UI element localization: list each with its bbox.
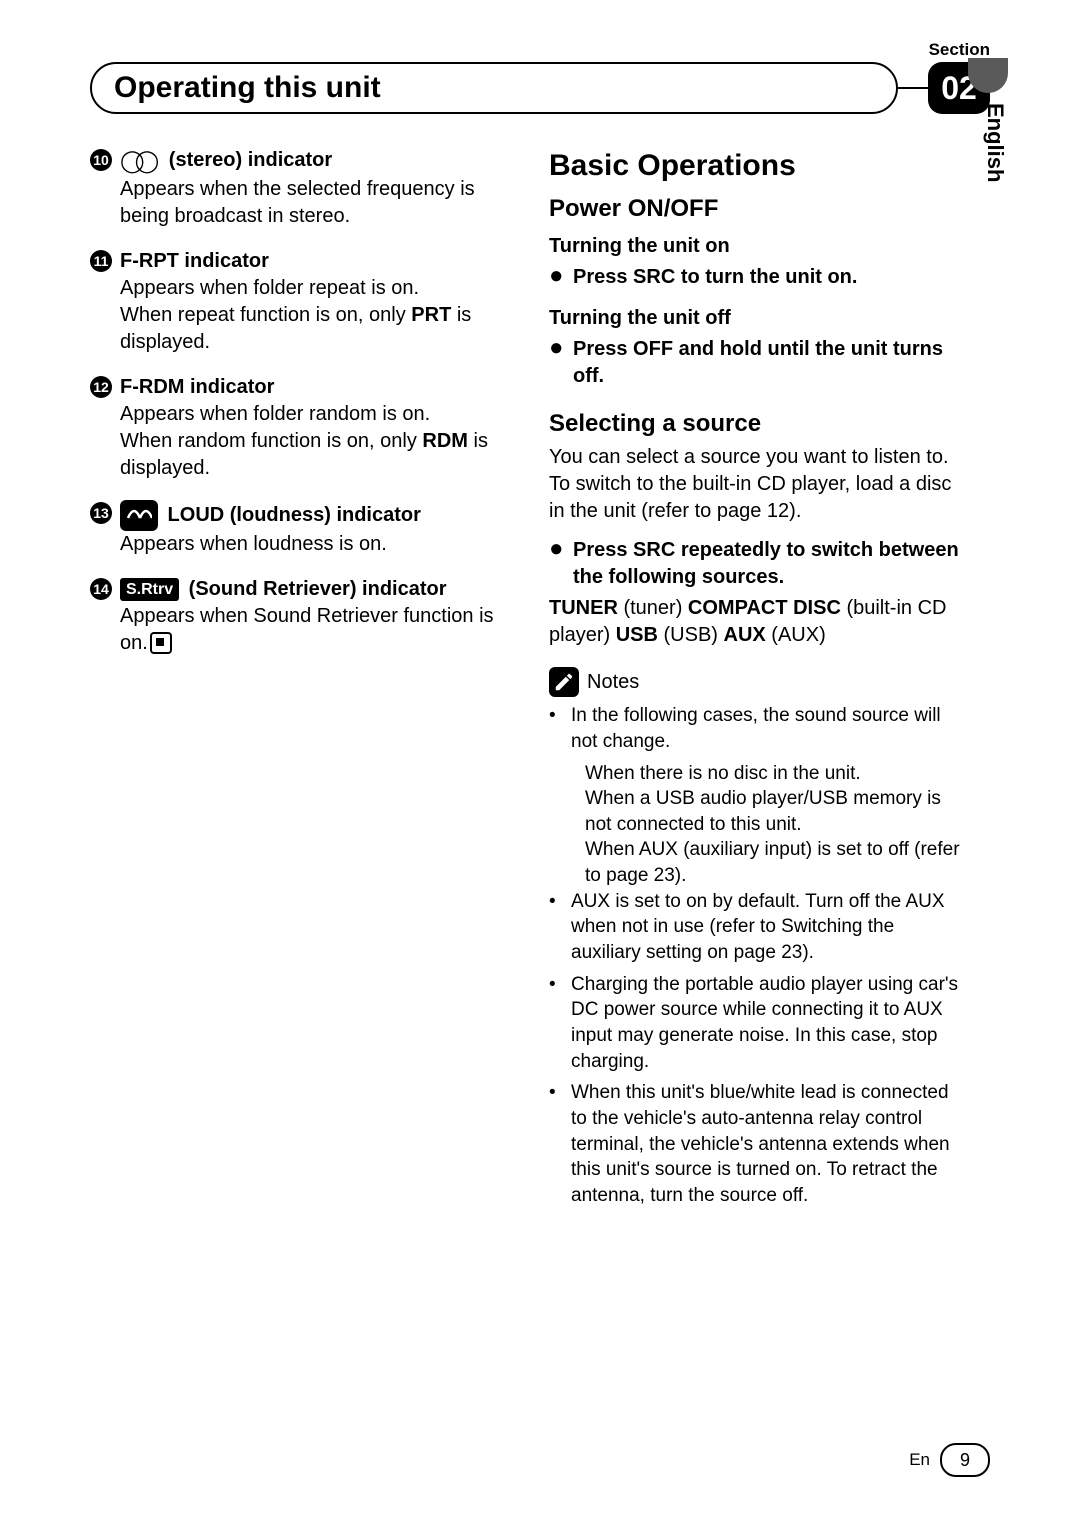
item-body: F-RDM indicator Appears when folder rando… [120,374,509,482]
selecting-source-heading: Selecting a source [549,408,968,440]
language-label: English [968,103,1008,182]
item-body-text: When repeat function is on, only PRT is … [120,302,509,356]
select-step-text: Press SRC repeatedly to switch between t… [573,537,968,591]
item-number-icon: 12 [90,374,120,482]
src-tuner-desc: (tuner) [618,597,688,619]
turning-off-heading: Turning the unit off [549,305,968,332]
header-row: Operating this unit 02 [90,62,990,114]
footer-lang: En [909,1450,930,1470]
item-body-text: Appears when the selected frequency is b… [120,176,509,230]
item-number-icon: 11 [90,248,120,356]
src-tuner: TUNER [549,597,618,619]
notes-label: Notes [587,669,639,696]
stereo-icon: ◯ [135,148,160,173]
item-title-text: (stereo) indicator [163,149,332,171]
indicator-item: 13 LOUD (loudness) indicator Appears when… [90,500,509,558]
item-title: F-RDM indicator [120,374,509,401]
selecting-source-para: You can select a source you want to list… [549,444,968,525]
tab-pill [968,58,1008,93]
sources-line: TUNER (tuner) COMPACT DISC (built-in CD … [549,595,968,649]
right-column: Basic Operations Power ON/OFF Turning th… [549,146,990,1214]
note-subitem: When AUX (auxiliary input) is set to off… [585,837,968,888]
note-item: •Charging the portable audio player usin… [549,972,968,1075]
item-number-icon: 10 [90,146,120,230]
item-title: F-RPT indicator [120,248,509,275]
page-footer: En 9 [909,1443,990,1477]
notes-icon [549,667,579,697]
basic-operations-heading: Basic Operations [549,146,968,187]
turn-off-step: ● Press OFF and hold until the unit turn… [549,336,968,390]
bullet-icon: • [549,703,571,754]
manual-page: Section English Operating this unit 02 1… [0,0,1080,1529]
bullet-icon: • [549,972,571,1075]
bullet-icon: ● [549,537,573,591]
bullet-icon: • [549,889,571,966]
notes-header: Notes [549,667,968,697]
item-body-text: Appears when folder repeat is on. [120,275,509,302]
footer-page-number: 9 [940,1443,990,1477]
indicator-item: 12 F-RDM indicator Appears when folder ra… [90,374,509,482]
indicator-item: 14S.Rtrv (Sound Retriever) indicatorAppe… [90,576,509,657]
item-title-text: F-RDM indicator [120,376,274,398]
content-columns: 10◯◯ (stereo) indicatorAppears when the … [90,146,990,1214]
bullet-icon: ● [549,264,573,291]
end-section-icon [150,632,172,654]
turn-on-step: ● Press SRC to turn the unit on. [549,264,968,291]
item-number-icon: 13 [90,500,120,558]
item-body-text: Appears when Sound Retriever function is… [120,603,509,657]
note-subitem: When there is no disc in the unit. [585,761,968,787]
item-title: S.Rtrv (Sound Retriever) indicator [120,576,509,603]
item-body: S.Rtrv (Sound Retriever) indicatorAppear… [120,576,509,657]
title-pill: Operating this unit [90,62,898,114]
note-text: In the following cases, the sound source… [571,703,968,754]
item-number-icon: 14 [90,576,120,657]
item-body: F-RPT indicator Appears when folder repea… [120,248,509,356]
note-text: Charging the portable audio player using… [571,972,968,1075]
src-aux-desc: (AUX) [766,624,826,646]
item-body: LOUD (loudness) indicator Appears when lo… [120,500,509,558]
loud-icon [120,500,158,531]
turn-on-text: Press SRC to turn the unit on. [573,264,968,291]
bullet-icon: • [549,1080,571,1208]
notes-list: •In the following cases, the sound sourc… [549,703,968,1208]
item-title-text: LOUD (loudness) indicator [162,503,421,525]
title-connector [898,87,928,89]
note-item: •In the following cases, the sound sourc… [549,703,968,754]
turn-off-text: Press OFF and hold until the unit turns … [573,336,968,390]
turning-on-heading: Turning the unit on [549,233,968,260]
left-column: 10◯◯ (stereo) indicatorAppears when the … [90,146,509,1214]
bullet-icon: ● [549,336,573,390]
item-body: ◯◯ (stereo) indicatorAppears when the se… [120,146,509,230]
item-body-text: Appears when folder random is on. [120,401,509,428]
src-aux: AUX [724,624,766,646]
note-subitem: When a USB audio player/USB memory is no… [585,786,968,837]
language-tab: English [968,58,1008,218]
src-usb: USB [616,624,658,646]
item-title: LOUD (loudness) indicator [120,500,509,531]
sound-retriever-icon: S.Rtrv [120,578,179,602]
note-text: When this unit's blue/white lead is conn… [571,1080,968,1208]
src-cd: COMPACT DISC [688,597,841,619]
item-title-text: (Sound Retriever) indicator [183,578,446,600]
note-text: AUX is set to on by default. Turn off th… [571,889,968,966]
src-usb-desc: (USB) [658,624,724,646]
note-item: •When this unit's blue/white lead is con… [549,1080,968,1208]
item-title: ◯◯ (stereo) indicator [120,146,509,176]
power-onoff-heading: Power ON/OFF [549,193,968,225]
note-item: •AUX is set to on by default. Turn off t… [549,889,968,966]
indicator-item: 11 F-RPT indicator Appears when folder re… [90,248,509,356]
page-title: Operating this unit [114,71,381,105]
item-body-text: When random function is on, only RDM is … [120,428,509,482]
item-body-text: Appears when loudness is on. [120,531,509,558]
item-title-text: F-RPT indicator [120,250,269,272]
indicator-item: 10◯◯ (stereo) indicatorAppears when the … [90,146,509,230]
section-label: Section [929,40,990,60]
select-step: ● Press SRC repeatedly to switch between… [549,537,968,591]
